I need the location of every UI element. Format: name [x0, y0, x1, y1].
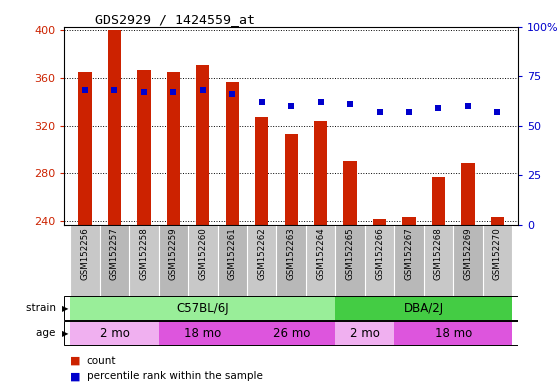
- Bar: [394, 321, 512, 345]
- Text: GSM152264: GSM152264: [316, 227, 325, 280]
- Bar: [226, 82, 239, 225]
- Bar: [129, 225, 158, 296]
- Text: DBA/2J: DBA/2J: [404, 302, 444, 314]
- Text: C57BL/6J: C57BL/6J: [176, 302, 229, 314]
- Bar: [461, 163, 474, 225]
- Bar: [188, 225, 218, 296]
- Bar: [335, 296, 512, 320]
- Bar: [71, 296, 335, 320]
- Text: 18 mo: 18 mo: [435, 327, 472, 339]
- Bar: [403, 217, 416, 225]
- Bar: [255, 118, 268, 225]
- Text: ▶: ▶: [62, 329, 68, 338]
- Bar: [284, 134, 298, 225]
- Bar: [167, 72, 180, 225]
- Bar: [373, 218, 386, 225]
- Text: GSM152263: GSM152263: [287, 227, 296, 280]
- Text: GSM152265: GSM152265: [346, 227, 354, 280]
- Bar: [100, 225, 129, 296]
- Bar: [277, 225, 306, 296]
- Text: GDS2929 / 1424559_at: GDS2929 / 1424559_at: [95, 13, 255, 26]
- Text: 2 mo: 2 mo: [350, 327, 380, 339]
- Bar: [78, 72, 92, 225]
- Bar: [71, 225, 100, 296]
- Bar: [335, 225, 365, 296]
- Text: GSM152267: GSM152267: [404, 227, 413, 280]
- Bar: [343, 162, 357, 225]
- Bar: [108, 30, 121, 225]
- Bar: [432, 177, 445, 225]
- Bar: [137, 70, 151, 225]
- Text: GSM152259: GSM152259: [169, 227, 178, 280]
- Text: 26 mo: 26 mo: [273, 327, 310, 339]
- Bar: [365, 225, 394, 296]
- Bar: [247, 225, 277, 296]
- Bar: [218, 225, 247, 296]
- Bar: [306, 225, 335, 296]
- Bar: [453, 225, 483, 296]
- Bar: [158, 321, 247, 345]
- Text: GSM152262: GSM152262: [257, 227, 266, 280]
- Text: ■: ■: [70, 356, 84, 366]
- Text: 2 mo: 2 mo: [100, 327, 129, 339]
- Text: GSM152268: GSM152268: [434, 227, 443, 280]
- Bar: [424, 225, 453, 296]
- Bar: [196, 65, 209, 225]
- Text: GSM152270: GSM152270: [493, 227, 502, 280]
- Bar: [158, 225, 188, 296]
- Text: GSM152257: GSM152257: [110, 227, 119, 280]
- Text: GSM152258: GSM152258: [139, 227, 148, 280]
- Bar: [247, 321, 335, 345]
- Text: strain: strain: [26, 303, 59, 313]
- Text: GSM152261: GSM152261: [228, 227, 237, 280]
- Text: GSM152256: GSM152256: [81, 227, 90, 280]
- Bar: [335, 321, 394, 345]
- Text: GSM152266: GSM152266: [375, 227, 384, 280]
- Bar: [71, 321, 158, 345]
- Bar: [314, 121, 327, 225]
- Bar: [394, 225, 424, 296]
- Bar: [483, 225, 512, 296]
- Text: GSM152269: GSM152269: [464, 227, 473, 280]
- Text: count: count: [87, 356, 116, 366]
- Text: percentile rank within the sample: percentile rank within the sample: [87, 371, 263, 381]
- Text: ▶: ▶: [62, 304, 68, 313]
- Text: GSM152260: GSM152260: [198, 227, 207, 280]
- Text: ■: ■: [70, 371, 84, 381]
- Bar: [491, 217, 504, 225]
- Text: age: age: [36, 328, 59, 338]
- Text: 18 mo: 18 mo: [184, 327, 221, 339]
